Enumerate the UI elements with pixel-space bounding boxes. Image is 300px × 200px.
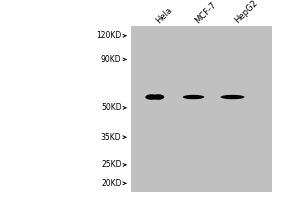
Text: MCF-7: MCF-7 [194,0,218,25]
Text: 120KD: 120KD [96,31,122,40]
Text: 50KD: 50KD [101,103,122,112]
Ellipse shape [152,94,164,100]
Text: Hela: Hela [154,5,174,25]
Ellipse shape [145,94,158,100]
Bar [130,26,272,192]
Ellipse shape [183,95,204,99]
Text: 35KD: 35KD [101,133,122,142]
Text: 90KD: 90KD [101,55,122,64]
Text: HepG2: HepG2 [232,0,259,25]
Text: 25KD: 25KD [101,160,122,169]
Text: 20KD: 20KD [101,179,122,188]
Ellipse shape [150,95,159,99]
Ellipse shape [220,95,244,99]
